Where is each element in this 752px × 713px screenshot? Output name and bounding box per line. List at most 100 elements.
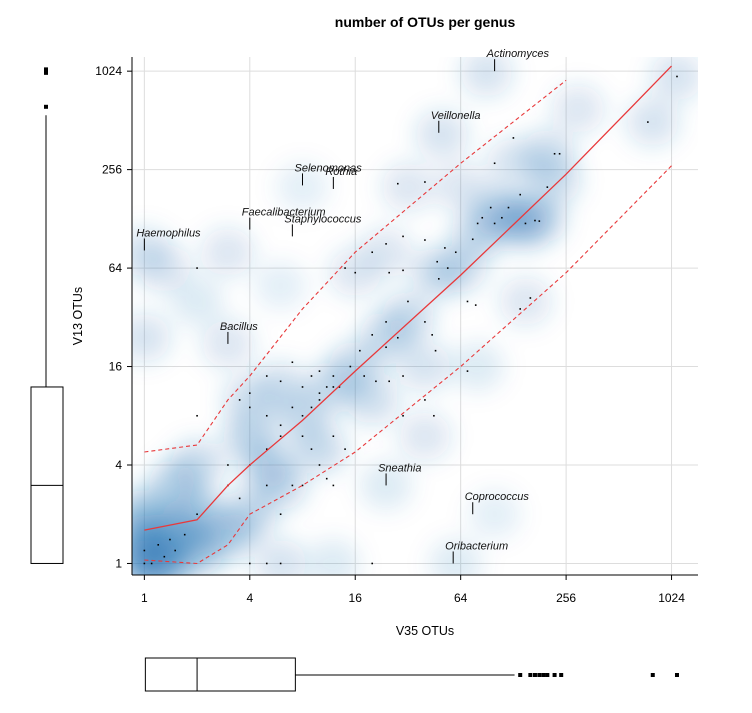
data-point-26 (265, 414, 268, 417)
lower-line (144, 165, 672, 565)
data-point-104 (512, 137, 515, 139)
data-point-71 (402, 235, 404, 238)
data-point-11 (301, 484, 304, 487)
density-blob-38 (201, 228, 254, 277)
data-point-29 (310, 448, 313, 450)
chart-title: number of OTUs per genus (335, 14, 516, 30)
density-blob-34 (381, 163, 434, 212)
data-point-66 (553, 152, 556, 155)
upper-line (144, 79, 567, 453)
y-tick-label-1024: 1024 (95, 64, 122, 78)
density-blob-55 (254, 539, 307, 575)
data-point-9 (265, 484, 268, 487)
data-point-93 (183, 533, 186, 536)
data-point-101 (396, 182, 399, 185)
x-outlier-0 (518, 673, 523, 677)
density-blob-13 (254, 461, 307, 510)
data-point-99 (388, 271, 390, 274)
data-point-23 (196, 267, 198, 269)
data-point-84 (424, 399, 426, 401)
data-point-24 (238, 399, 241, 401)
data-point-32 (332, 435, 335, 438)
data-point-98 (493, 162, 496, 165)
annotation-coprococcus: Coprococcus (465, 491, 530, 503)
data-point-52 (446, 267, 449, 269)
data-point-37 (338, 386, 341, 388)
data-point-2 (150, 562, 153, 565)
data-point-50 (434, 349, 437, 352)
data-point-75 (466, 300, 469, 303)
data-point-58 (493, 222, 496, 225)
data-point-61 (519, 193, 522, 196)
data-point-59 (501, 216, 503, 219)
x-outlier-7 (559, 673, 564, 677)
y-outlier-2 (44, 67, 48, 72)
data-point-105 (647, 121, 649, 123)
data-point-27 (279, 424, 282, 427)
data-point-3 (163, 555, 166, 558)
density-blob-37 (276, 163, 329, 212)
data-point-73 (436, 260, 438, 263)
fit-lines (144, 65, 672, 565)
data-point-83 (402, 414, 404, 417)
density-shading (132, 57, 698, 575)
data-point-54 (471, 238, 474, 241)
data-point-13 (279, 513, 282, 516)
x-tick-label-256: 256 (556, 591, 576, 605)
data-point-100 (402, 269, 404, 272)
y-tick-label-16: 16 (109, 360, 123, 374)
data-point-102 (424, 181, 426, 183)
data-point-82 (332, 386, 335, 388)
annotation-faecalibacterium: Faecalibacterium (242, 207, 326, 219)
density-blob-58 (398, 412, 451, 461)
data-point-85 (433, 414, 435, 417)
data-point-7 (279, 562, 282, 565)
data-point-33 (344, 448, 346, 450)
data-points (143, 75, 678, 565)
data-point-18 (310, 406, 313, 409)
data-point-30 (318, 464, 321, 466)
x-outlier-4 (541, 673, 546, 677)
y-outlier-0 (44, 104, 48, 109)
data-point-106 (676, 75, 678, 78)
data-point-53 (454, 251, 457, 254)
x-tick-label-1: 1 (141, 591, 148, 605)
data-point-92 (174, 549, 176, 552)
data-point-48 (424, 321, 426, 323)
annotation-oribacterium: Oribacterium (445, 540, 508, 552)
x-marginal-boxplot (144, 657, 679, 692)
data-point-47 (407, 300, 409, 303)
data-point-6 (265, 562, 268, 565)
data-point-51 (437, 278, 440, 280)
data-point-77 (519, 308, 522, 310)
density-blob-49 (650, 57, 698, 101)
data-point-12 (332, 484, 335, 487)
density-blob-21 (381, 293, 434, 342)
data-point-91 (169, 538, 171, 541)
x-box (144, 657, 296, 692)
axes: 1 4 16 64 256 1024 1 4 16 64 256 1024 (95, 57, 698, 605)
density-blob-19 (346, 375, 399, 424)
data-point-87 (248, 406, 251, 409)
data-point-56 (481, 216, 484, 219)
x-tick-label-4: 4 (246, 591, 253, 605)
density-blob-10 (171, 440, 224, 489)
density-blob-57 (171, 277, 224, 326)
data-point-20 (291, 406, 294, 409)
data-point-34 (318, 392, 321, 394)
data-point-45 (385, 321, 387, 323)
annotation-bacillus: Bacillus (220, 321, 258, 333)
data-point-70 (385, 243, 387, 245)
annotation-rothia: Rothia (325, 166, 357, 178)
data-point-81 (318, 370, 321, 372)
data-point-19 (318, 399, 321, 401)
data-point-79 (301, 386, 304, 388)
data-point-69 (371, 251, 374, 254)
x-tick-label-64: 64 (454, 591, 468, 605)
density-blob-12 (223, 412, 276, 461)
data-point-21 (227, 464, 229, 466)
density-blob-29 (513, 193, 566, 242)
data-point-80 (310, 375, 313, 377)
density-blob-56 (307, 539, 360, 575)
data-point-62 (524, 222, 527, 225)
